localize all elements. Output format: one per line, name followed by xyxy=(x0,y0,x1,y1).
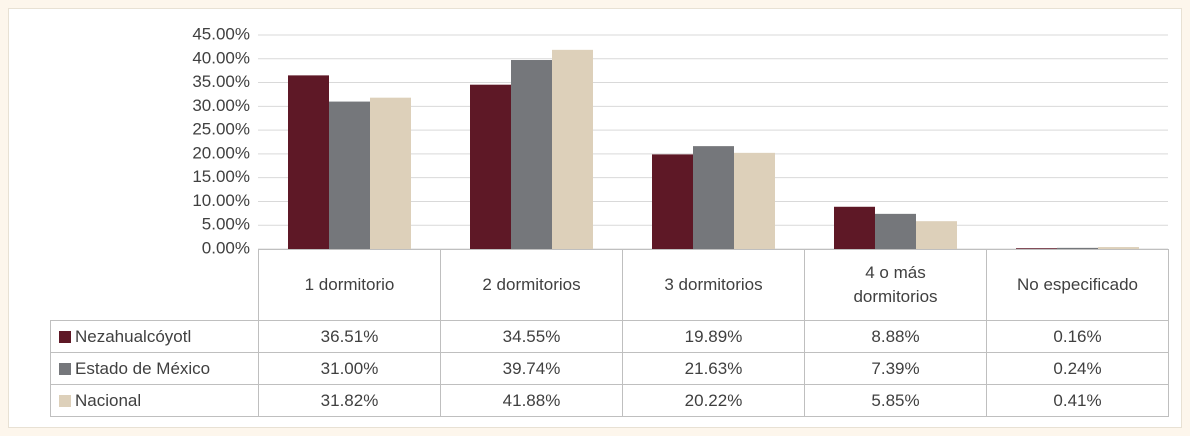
bar xyxy=(1098,247,1139,249)
y-tick-label: 10.00% xyxy=(192,191,250,210)
bar xyxy=(652,154,693,249)
legend-entry: Nacional xyxy=(50,384,259,417)
value-label: 5.85% xyxy=(804,384,987,417)
value-label: 0.24% xyxy=(986,352,1169,385)
bar xyxy=(470,84,511,249)
value-label: 41.88% xyxy=(440,384,623,417)
bar xyxy=(329,101,370,249)
value-label: 0.16% xyxy=(986,320,1169,353)
bar xyxy=(1016,248,1057,249)
value-label: 34.55% xyxy=(440,320,623,353)
bar xyxy=(288,75,329,249)
y-tick-label: 0.00% xyxy=(202,238,250,257)
bar xyxy=(370,97,411,249)
bar xyxy=(552,49,593,249)
legend-entry: Estado de México xyxy=(50,352,259,385)
bar xyxy=(511,60,552,249)
bar xyxy=(734,152,775,249)
y-tick-label: 20.00% xyxy=(192,143,250,162)
bar xyxy=(693,146,734,249)
legend-swatch xyxy=(59,394,71,407)
value-label: 31.00% xyxy=(258,352,441,385)
value-label: 8.88% xyxy=(804,320,987,353)
value-label: 21.63% xyxy=(622,352,805,385)
category-header: No especificado xyxy=(986,249,1169,321)
legend-swatch xyxy=(59,362,71,375)
category-header: 2 dormitorios xyxy=(440,249,623,321)
y-tick-label: 35.00% xyxy=(192,72,250,91)
y-tick-label: 25.00% xyxy=(192,120,250,139)
legend-swatch xyxy=(59,330,71,343)
bar xyxy=(834,206,875,249)
value-label: 19.89% xyxy=(622,320,805,353)
y-tick-label: 40.00% xyxy=(192,48,250,67)
legend-label: Estado de México xyxy=(75,358,211,378)
category-header: 4 o más dormitorios xyxy=(804,249,987,321)
value-label: 20.22% xyxy=(622,384,805,417)
legend-label: Nacional xyxy=(75,390,142,410)
value-label: 7.39% xyxy=(804,352,987,385)
bar xyxy=(916,221,957,249)
legend-entry: Nezahualcóyotl xyxy=(50,320,259,353)
y-tick-label: 45.00% xyxy=(192,24,250,43)
value-label: 31.82% xyxy=(258,384,441,417)
y-tick-label: 5.00% xyxy=(202,215,250,234)
category-header: 3 dormitorios xyxy=(622,249,805,321)
category-header: 1 dormitorio xyxy=(258,249,441,321)
y-tick-label: 15.00% xyxy=(192,167,250,186)
value-label: 0.41% xyxy=(986,384,1169,417)
bar xyxy=(875,213,916,249)
value-label: 39.74% xyxy=(440,352,623,385)
value-label: 36.51% xyxy=(258,320,441,353)
bar xyxy=(1057,247,1098,249)
legend-label: Nezahualcóyotl xyxy=(75,326,192,346)
y-tick-label: 30.00% xyxy=(192,96,250,115)
